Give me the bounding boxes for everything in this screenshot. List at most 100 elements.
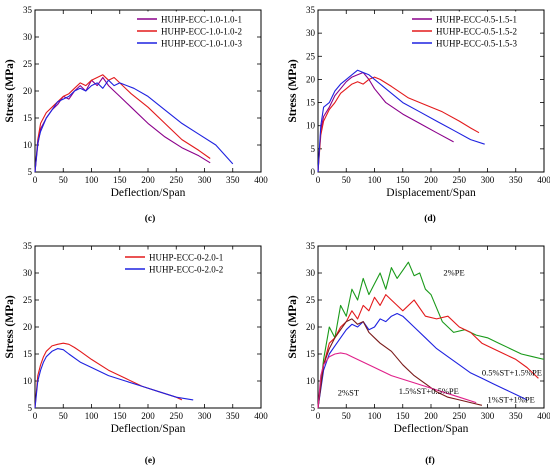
series-line-4 <box>317 318 483 409</box>
x-tick-label: 50 <box>342 175 352 185</box>
y-tick-label: 35 <box>306 241 316 251</box>
series-line-3 <box>317 69 485 173</box>
series-line-3 <box>317 312 528 409</box>
y-tick-label: 5 <box>28 167 33 177</box>
y-tick-label: 25 <box>23 59 33 69</box>
y-tick-label: 20 <box>23 322 33 332</box>
y-tick-label: 15 <box>23 349 33 359</box>
x-tick-label: 400 <box>537 175 550 185</box>
plot-frame <box>317 245 545 409</box>
legend-entry: HUHP-ECC-0-2.0-2 <box>149 265 223 275</box>
y-tick-label: 25 <box>23 295 33 305</box>
chart-panel-1: 0 50 100 150 200 250 300 350 400 5 10 15 20 25 30 35 Def… <box>4 5 268 224</box>
annotation-label: 2%PE <box>443 268 464 278</box>
x-tick-label: 200 <box>424 411 438 421</box>
y-tick-label: 10 <box>23 376 33 386</box>
x-tick-label: 250 <box>170 175 184 185</box>
legend-entry: HUHP-ECC-0-2.0-1 <box>149 253 223 263</box>
annotation-label: 1%ST+1%PE <box>488 395 535 405</box>
series-line-5 <box>317 352 477 409</box>
x-tick-label: 350 <box>509 411 523 421</box>
y-axis-label: Stress (MPa) <box>287 59 299 123</box>
x-tick-label: 200 <box>141 411 155 421</box>
y-tick-label: 35 <box>23 5 33 15</box>
legend: HUHP-ECC-1.0-1.0-1 HUHP-ECC-1.0-1.0-2 HUHP… <box>134 11 256 53</box>
x-axis-label: Deflection/Span <box>394 423 469 435</box>
y-tick-label: 10 <box>306 376 316 386</box>
y-tick-label: 35 <box>23 241 33 251</box>
x-tick-label: 350 <box>226 175 240 185</box>
x-tick-label: 0 <box>316 411 321 421</box>
y-axis-label: Stress (MPa) <box>287 295 299 359</box>
y-tick-label: 30 <box>23 32 33 42</box>
panel-label: (d) <box>424 213 436 224</box>
legend-entry: HUHP-ECC-1.0-1.0-3 <box>161 39 242 49</box>
annotation-label: 0.5%ST+1.5%PE <box>482 368 542 378</box>
y-axis-label: Stress (MPa) <box>4 295 16 359</box>
x-tick-label: 250 <box>453 175 467 185</box>
y-tick-label: 25 <box>306 295 316 305</box>
x-tick-label: 300 <box>481 175 495 185</box>
y-tick-label: 0 <box>311 167 316 177</box>
legend-entry: HUHP-ECC-1.0-1.0-2 <box>161 27 242 37</box>
panel-label: (f) <box>425 455 435 466</box>
legend-box <box>409 11 539 53</box>
x-tick-label: 250 <box>170 411 184 421</box>
x-tick-label: 100 <box>85 175 99 185</box>
annotation-label: 1.5%ST+0.5%PE <box>399 386 459 396</box>
x-tick-label: 300 <box>198 411 212 421</box>
series-line-2 <box>317 76 480 173</box>
x-tick-label: 200 <box>141 175 155 185</box>
legend-box <box>122 249 252 279</box>
y-tick-label: 5 <box>311 403 316 413</box>
y-tick-label: 35 <box>306 5 316 15</box>
y-axis-label: Stress (MPa) <box>4 59 16 123</box>
x-tick-label: 0 <box>33 411 38 421</box>
x-tick-label: 50 <box>59 175 69 185</box>
legend-entry: HUHP-ECC-1.0-1.0-1 <box>161 15 242 25</box>
x-tick-label: 300 <box>481 411 495 421</box>
y-tick-label: 20 <box>23 86 33 96</box>
x-axis-label: Deflection/Span <box>111 423 186 435</box>
x-tick-label: 250 <box>453 411 467 421</box>
x-tick-label: 50 <box>59 411 69 421</box>
x-tick-label: 400 <box>537 411 550 421</box>
y-tick-label: 5 <box>311 144 316 154</box>
x-tick-label: 400 <box>254 411 268 421</box>
x-tick-label: 0 <box>33 175 38 185</box>
panel-label: (c) <box>145 213 156 224</box>
series-line-2 <box>34 74 211 173</box>
x-tick-label: 0 <box>316 175 321 185</box>
y-tick-label: 10 <box>306 121 316 131</box>
legend-entry: HUHP-ECC-0.5-1.5-3 <box>436 39 517 49</box>
y-tick-label: 5 <box>28 403 33 413</box>
panel-label: (e) <box>145 455 156 466</box>
x-axis-label: Displacement/Span <box>386 187 476 199</box>
series-line-3 <box>34 79 234 173</box>
annotation-label: 2%ST <box>338 388 360 398</box>
y-tick-label: 25 <box>306 51 316 61</box>
x-tick-label: 400 <box>254 175 268 185</box>
y-tick-label: 30 <box>306 268 316 278</box>
chart-panel-4: 0 50 100 150 200 250 300 350 400 5 10 15 20 25 30 35 Def… <box>287 241 550 466</box>
x-tick-label: 350 <box>226 411 240 421</box>
series-line-1 <box>317 71 454 173</box>
series-line-2 <box>317 294 539 409</box>
x-tick-label: 300 <box>198 175 212 185</box>
x-tick-label: 150 <box>113 175 127 185</box>
legend-entry: HUHP-ECC-0.5-1.5-2 <box>436 27 517 37</box>
x-tick-label: 150 <box>113 411 127 421</box>
y-tick-label: 20 <box>306 74 316 84</box>
x-tick-label: 150 <box>396 175 410 185</box>
y-tick-label: 30 <box>23 268 33 278</box>
x-tick-label: 350 <box>509 175 523 185</box>
x-tick-label: 100 <box>368 411 382 421</box>
legend: HUHP-ECC-0.5-1.5-1 HUHP-ECC-0.5-1.5-2 HUHP… <box>409 11 539 53</box>
y-tick-label: 15 <box>306 98 316 108</box>
x-tick-label: 150 <box>396 411 410 421</box>
y-tick-label: 10 <box>23 140 33 150</box>
y-tick-label: 20 <box>306 322 316 332</box>
y-tick-label: 15 <box>23 113 33 123</box>
y-tick-label: 15 <box>306 349 316 359</box>
